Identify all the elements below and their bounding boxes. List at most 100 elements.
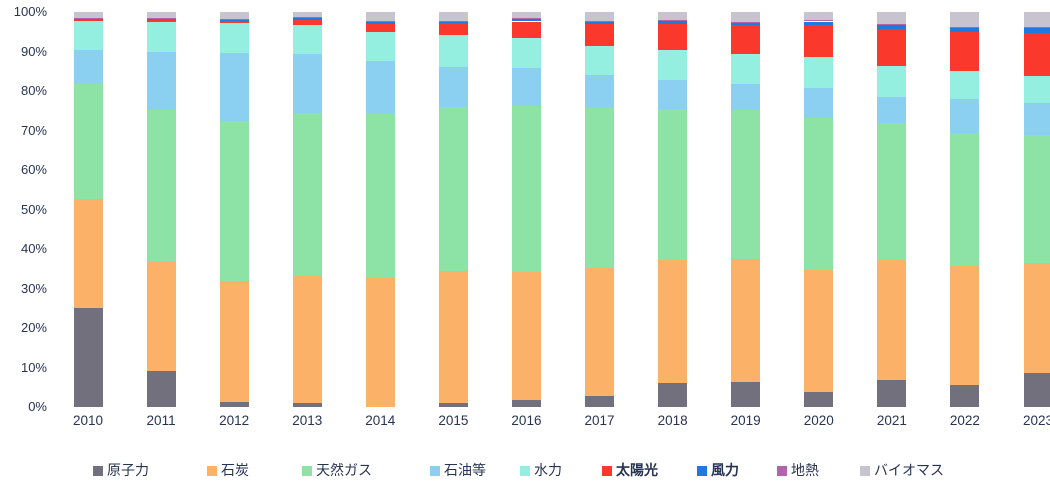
legend-swatch-solar: [602, 465, 612, 476]
bar-2015-segment-coal: [438, 271, 468, 404]
x-tick-label-2021: 2021: [876, 413, 907, 428]
bar-2012-segment-oil: [219, 53, 249, 121]
legend-label-geothermal: 地熱: [791, 462, 819, 478]
bar-2019: [731, 12, 761, 407]
bar-2015-segment-oil: [438, 66, 468, 107]
bar-2014-segment-solar: [365, 23, 395, 32]
bar-2018-segment-hydro: [658, 49, 688, 80]
bar-2017-segment-nuclear: [585, 395, 615, 407]
bar-2020-segment-wind: [804, 21, 834, 26]
bar-2010-segment-geothermal: [73, 17, 103, 19]
x-tick-label-2010: 2010: [72, 413, 104, 428]
legend-swatch-oil: [430, 465, 440, 476]
bar-2022-segment-solar: [950, 31, 980, 71]
legend-label-wind: 風力: [711, 462, 739, 478]
legend-label-hydro: 水力: [534, 462, 562, 478]
bar-2023-segment-wind: [1023, 28, 1050, 33]
bar-2017: [585, 12, 615, 407]
bar-2012: [219, 12, 249, 407]
bar-2016-segment-coal: [511, 272, 541, 401]
bar-2015-segment-nuclear: [438, 403, 468, 407]
bar-2022-segment-oil: [950, 98, 980, 133]
bar-2018-segment-natural-gas: [658, 108, 688, 260]
bar-2016-segment-biomass: [511, 12, 541, 19]
bar-2023-segment-biomass: [1023, 12, 1050, 28]
bar-2013-segment-solar: [292, 19, 322, 26]
legend-item-natural-gas: 天然ガス: [302, 463, 372, 478]
bar-2016-segment-hydro: [511, 38, 541, 69]
bar-2020-segment-biomass: [804, 12, 834, 21]
bar-2010-segment-wind: [73, 18, 103, 21]
bar-2022-segment-natural-gas: [950, 132, 980, 266]
bar-2021-segment-natural-gas: [877, 123, 907, 261]
x-tick-label-2011: 2011: [146, 413, 176, 428]
bar-2012-segment-biomass: [219, 12, 249, 19]
bar-2011-segment-biomass: [146, 12, 176, 18]
bar-2018-segment-solar: [658, 23, 688, 50]
legend-label-oil: 石油等: [444, 462, 486, 478]
bar-2011-segment-geothermal: [146, 17, 176, 19]
y-tick-label: 50%: [20, 201, 47, 217]
bar-2021: [877, 12, 907, 407]
bar-2016-segment-geothermal: [511, 18, 541, 20]
bar-2021-segment-solar: [877, 29, 907, 66]
bar-2012-segment-solar: [219, 21, 249, 24]
y-tick-label: 70%: [20, 122, 47, 138]
bar-2012-segment-natural-gas: [219, 120, 249, 281]
bar-2010-segment-nuclear: [73, 307, 103, 407]
bar-2012-segment-nuclear: [219, 402, 249, 407]
bar-2013-segment-nuclear: [292, 403, 322, 407]
bar-2023-segment-nuclear: [1023, 373, 1050, 407]
bar-2021-segment-oil: [877, 96, 907, 124]
bar-2011-segment-natural-gas: [146, 110, 176, 261]
x-tick-label-2016: 2016: [511, 413, 542, 428]
x-tick-label-2012: 2012: [219, 413, 250, 428]
y-tick-label: 80%: [20, 83, 47, 98]
bar-2016-segment-oil: [511, 68, 541, 106]
x-tick-label-2018: 2018: [657, 413, 688, 428]
legend-item-biomass: バイオマス: [860, 463, 944, 478]
y-tick-label: 20%: [20, 320, 47, 335]
bar-2022-segment-wind: [950, 27, 980, 32]
bar-2017-segment-coal: [585, 267, 615, 396]
y-tick-label: 40%: [20, 241, 47, 256]
bar-2019-segment-solar: [731, 25, 761, 55]
legend-label-nuclear: 原子力: [107, 462, 149, 478]
bar-2022: [950, 12, 980, 407]
bar-2015-segment-geothermal: [438, 20, 468, 22]
legend-label-solar: 太陽光: [616, 462, 658, 478]
legend-label-coal: 石炭: [221, 462, 249, 478]
bar-2018-segment-nuclear: [658, 382, 688, 407]
bar-2019-segment-hydro: [731, 54, 761, 84]
bar-2013-segment-coal: [292, 276, 322, 404]
bar-2020-segment-solar: [804, 25, 834, 58]
bar-2016: [511, 12, 541, 407]
bar-2021-segment-wind: [877, 25, 907, 29]
legend-swatch-wind: [697, 465, 707, 476]
bar-2019-segment-biomass: [731, 12, 761, 22]
x-tick-label-2020: 2020: [803, 413, 834, 428]
bar-2020-segment-nuclear: [804, 391, 834, 407]
bar-2015: [438, 12, 468, 407]
bar-2010-segment-coal: [73, 198, 103, 308]
bar-2019-segment-wind: [731, 22, 761, 26]
y-tick-label: 90%: [20, 43, 47, 59]
bar-2011-segment-nuclear: [146, 371, 176, 407]
bar-2020-segment-geothermal: [804, 20, 834, 22]
bar-2013-segment-oil: [292, 53, 322, 113]
bar-2012-segment-coal: [219, 280, 249, 403]
bar-2020-segment-oil: [804, 88, 834, 119]
bar-2023-segment-geothermal: [1023, 27, 1050, 29]
bar-2022-segment-coal: [950, 265, 980, 386]
bar-2013-segment-biomass: [292, 12, 322, 18]
bar-2021-segment-coal: [877, 260, 907, 380]
bar-2011: [146, 12, 176, 407]
bar-2021-segment-nuclear: [877, 379, 907, 407]
bar-2019-segment-oil: [731, 83, 761, 110]
plot-area: [0, 12, 1050, 407]
bar-2013-segment-geothermal: [292, 17, 322, 18]
bar-2017-segment-natural-gas: [585, 108, 615, 268]
x-tick-label-2014: 2014: [365, 413, 396, 428]
bar-2020: [804, 12, 834, 407]
